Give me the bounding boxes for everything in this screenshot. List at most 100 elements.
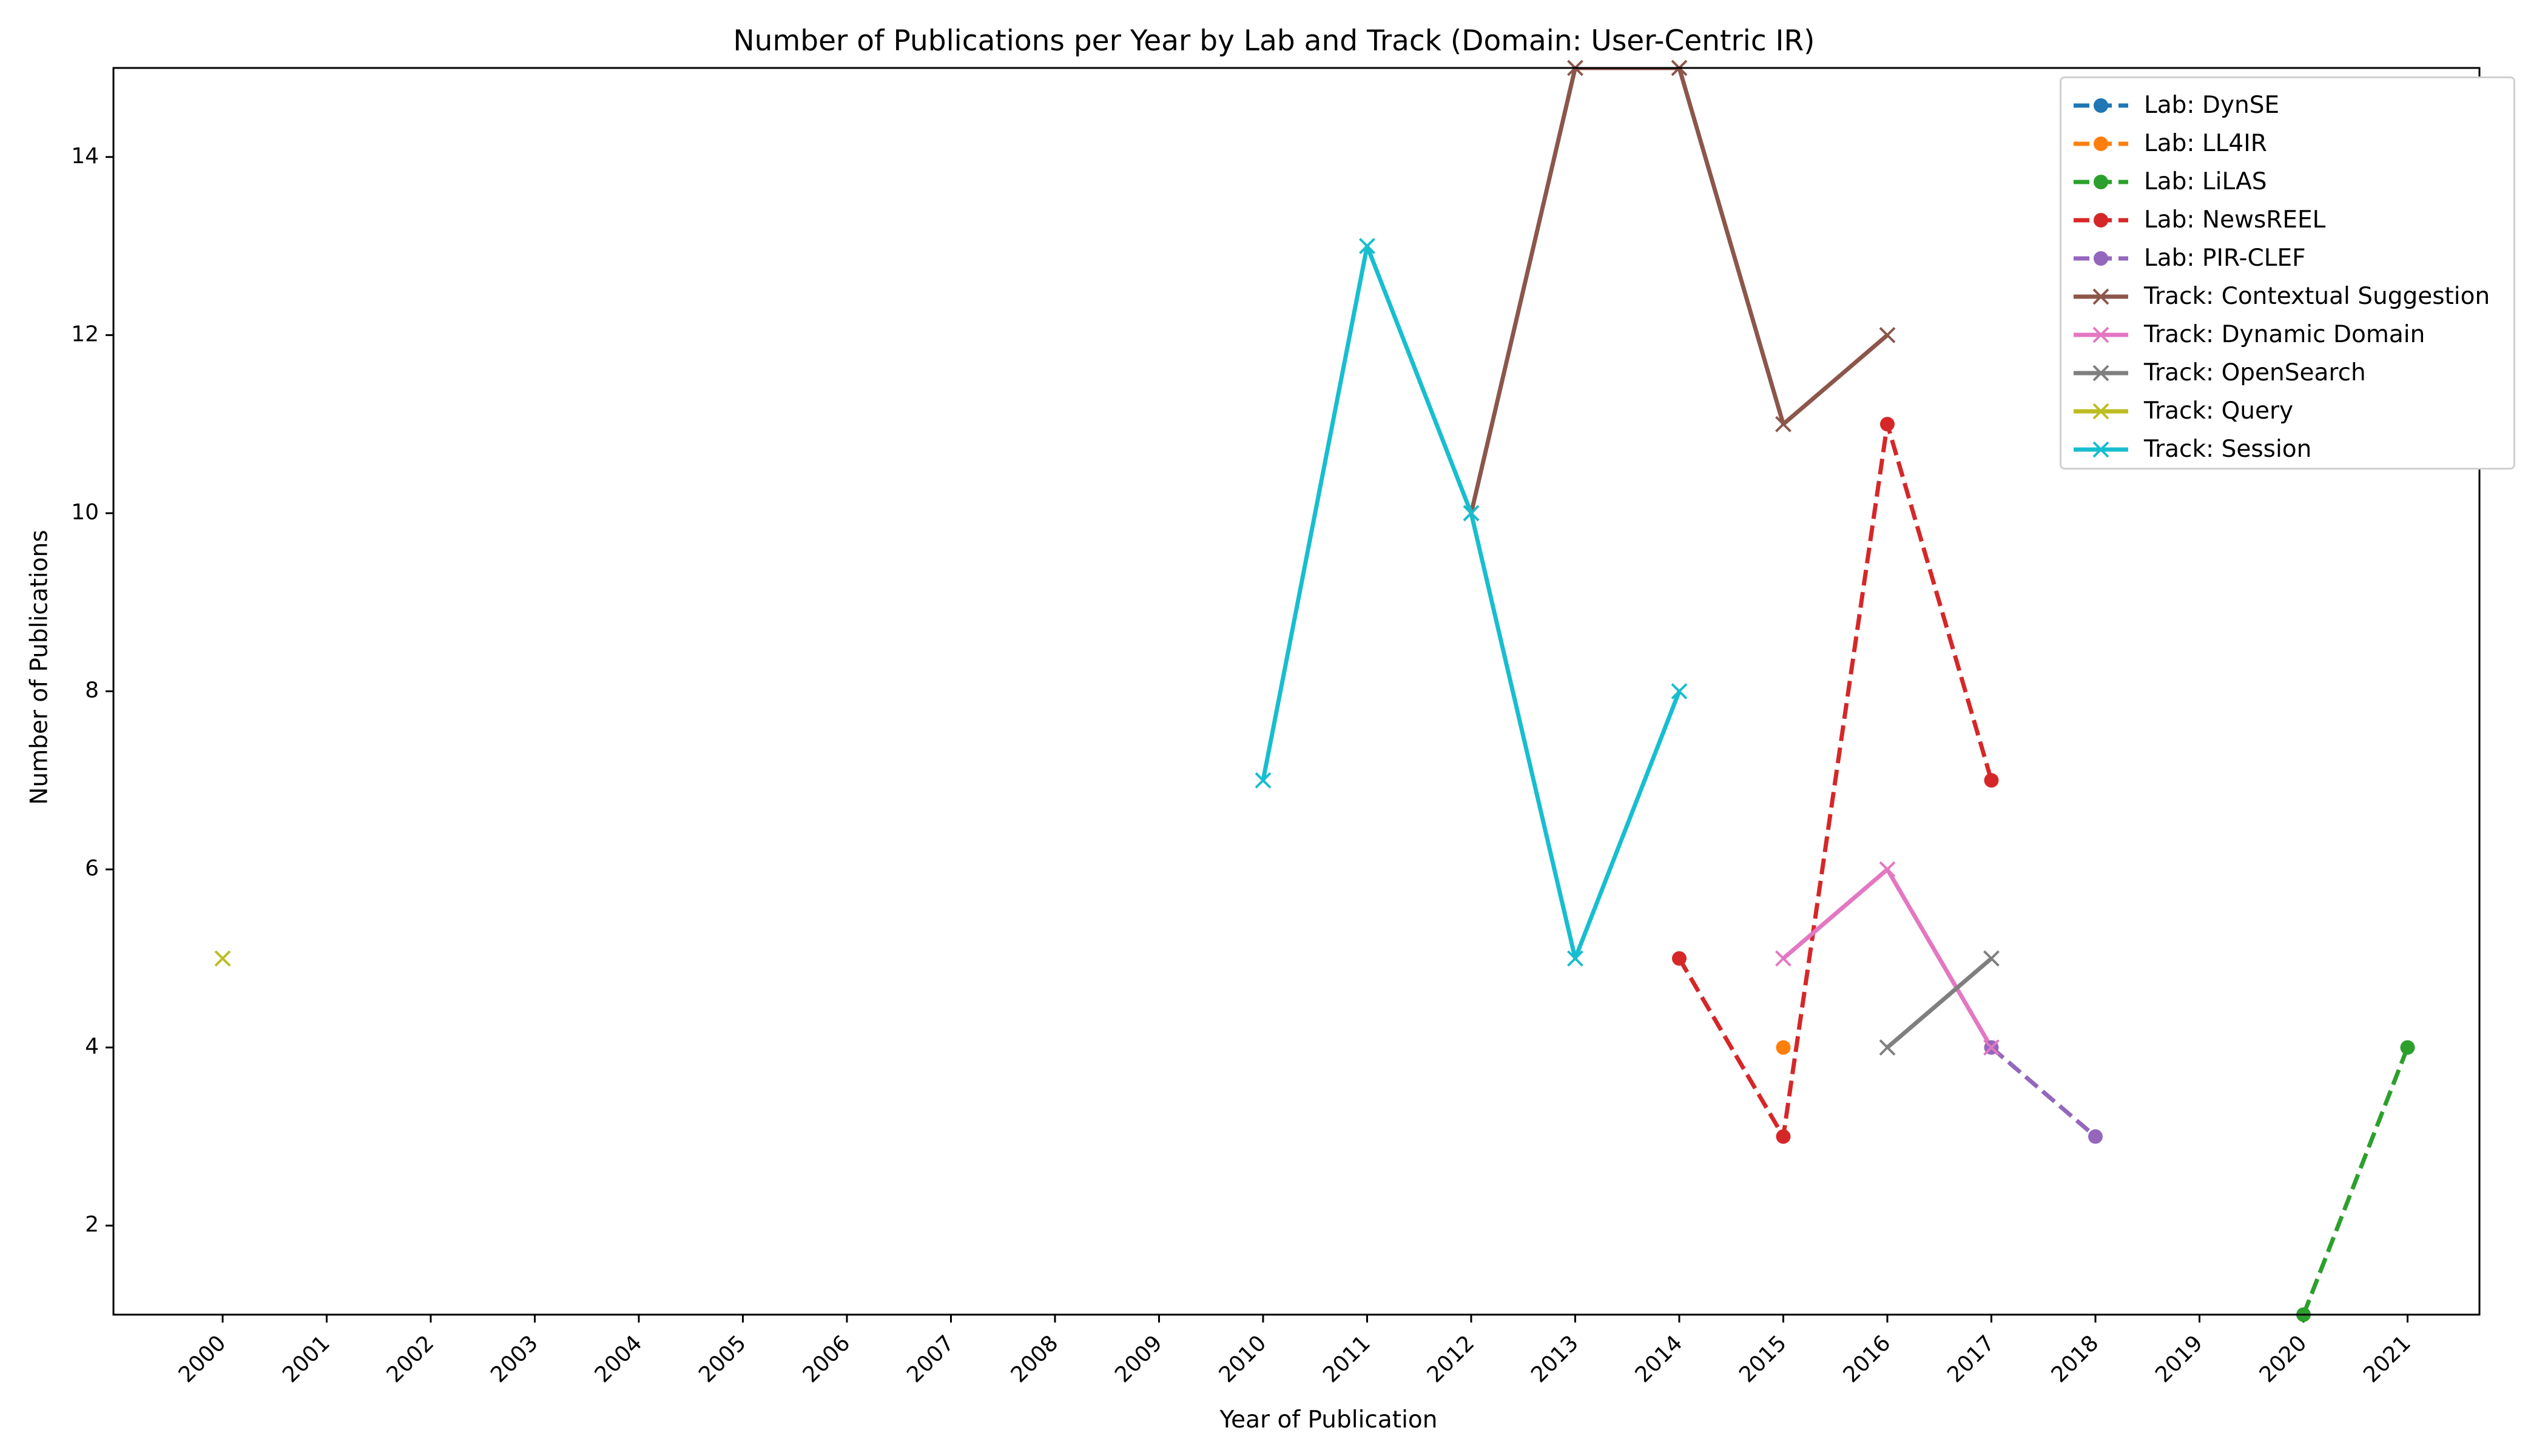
legend-label: Track: Query (2144, 397, 2294, 425)
legend-swatch (2074, 212, 2128, 228)
legend-marker (2092, 365, 2109, 381)
series-line-track-dynamic-domain (1782, 867, 1994, 1049)
legend-swatch (2074, 174, 2128, 189)
legend-swatch (2074, 98, 2128, 113)
data-point-track-session (1463, 505, 1480, 522)
legend-label: Track: Session (2144, 436, 2312, 463)
x-tick-label: 2019 (2151, 1330, 2208, 1387)
legend-marker (2092, 288, 2109, 305)
data-point-track-query (214, 950, 231, 967)
plot-frame (112, 67, 2481, 1316)
data-point-track-contextual-suggestion (1879, 326, 1896, 343)
x-tick-label: 2016 (1839, 1330, 1896, 1387)
legend-marker (2094, 174, 2108, 189)
legend-item-track-contextual-suggestion: Track: Contextual Suggestion (2061, 277, 2513, 315)
x-tick-label: 2018 (2047, 1330, 2104, 1387)
series-line-track-opensearch (1886, 957, 1993, 1050)
legend-swatch (2074, 326, 2128, 343)
legend-swatch (2074, 441, 2128, 457)
legend: Lab: DynSE Lab: LL4IR Lab: LiLAS Lab: NewsR… (2060, 76, 2515, 470)
y-tick-label: 4 (85, 1034, 99, 1059)
legend-label: Track: Contextual Suggestion (2144, 283, 2490, 310)
data-point-track-contextual-suggestion (1775, 416, 1791, 433)
x-tick-label: 2000 (174, 1330, 231, 1387)
legend-label: Track: OpenSearch (2144, 359, 2366, 386)
x-tick-label: 2007 (902, 1330, 959, 1387)
data-point-lab-newsreel (1672, 951, 1687, 966)
legend-item-track-opensearch: Track: OpenSearch (2061, 354, 2513, 392)
data-point-track-opensearch (1879, 1039, 1896, 1056)
legend-item-lab-newsreel: Lab: NewsREEL (2061, 201, 2513, 239)
y-tick-label: 10 (71, 500, 99, 525)
data-point-lab-ll4ir (1776, 1040, 1791, 1055)
y-tick-label: 14 (71, 144, 99, 169)
legend-marker (2092, 403, 2109, 419)
x-axis-label: Year of Publication (1219, 1406, 1438, 1434)
data-point-track-session (1359, 238, 1375, 254)
legend-label: Lab: PIR-CLEF (2144, 244, 2306, 272)
legend-swatch (2074, 403, 2128, 419)
y-tick-label: 6 (85, 856, 99, 881)
legend-marker (2094, 212, 2108, 228)
data-point-lab-newsreel (1776, 1129, 1791, 1144)
data-point-track-dynamic-domain (1775, 950, 1791, 967)
legend-marker (2092, 441, 2109, 457)
data-point-track-dynamic-domain (1983, 1039, 2000, 1056)
data-point-track-opensearch (1983, 950, 2000, 967)
legend-swatch (2074, 288, 2128, 305)
legend-item-lab-ll4ir: Lab: LL4IR (2061, 124, 2513, 163)
x-tick-label: 2017 (1943, 1330, 2000, 1387)
x-tick-label: 2005 (694, 1330, 751, 1387)
x-tick-label: 2013 (1526, 1330, 1583, 1387)
x-tick-label: 2009 (1110, 1330, 1167, 1387)
x-tick-label: 2008 (1006, 1330, 1063, 1387)
data-point-lab-lilas (2400, 1040, 2415, 1055)
series-line-lab-pir-clef (1990, 1045, 2097, 1139)
legend-item-track-session: Track: Session (2061, 430, 2513, 468)
data-point-lab-pir-clef (2088, 1129, 2103, 1144)
legend-marker (2094, 251, 2108, 266)
x-tick-label: 2010 (1215, 1330, 1272, 1387)
x-tick-label: 2014 (1631, 1330, 1688, 1387)
x-tick-label: 2021 (2359, 1330, 2416, 1387)
series-line-track-session (1261, 244, 1682, 961)
x-tick-label: 2006 (798, 1330, 855, 1387)
x-tick-label: 2003 (486, 1330, 543, 1387)
legend-item-lab-pir-clef: Lab: PIR-CLEF (2061, 239, 2513, 277)
data-point-track-dynamic-domain (1879, 861, 1896, 878)
legend-marker (2092, 326, 2109, 343)
x-tick-label: 2015 (1734, 1330, 1791, 1387)
series-line-lab-lilas (2301, 1046, 2410, 1315)
series-group (1261, 68, 2410, 1315)
x-tick-label: 2011 (1318, 1330, 1375, 1387)
legend-label: Track: Dynamic Domain (2144, 321, 2425, 348)
legend-swatch (2074, 251, 2128, 266)
legend-item-track-dynamic-domain: Track: Dynamic Domain (2061, 315, 2513, 354)
x-tick-label: 2012 (1423, 1330, 1480, 1387)
y-tick-label: 12 (71, 322, 99, 346)
legend-swatch (2074, 136, 2128, 151)
legend-label: Lab: NewsREEL (2144, 206, 2326, 234)
legend-label: Lab: LL4IR (2144, 130, 2267, 157)
legend-swatch (2074, 365, 2128, 381)
x-tick-label: 2002 (382, 1330, 439, 1387)
x-tick-label: 2020 (2255, 1330, 2312, 1387)
data-point-track-session (1255, 772, 1272, 789)
legend-label: Lab: LiLAS (2144, 168, 2267, 195)
y-tick-label: 2 (85, 1212, 99, 1237)
legend-marker (2094, 136, 2108, 151)
y-tick-label: 8 (85, 678, 99, 703)
legend-marker (2094, 98, 2108, 113)
series-line-lab-newsreel (1677, 422, 1994, 1139)
data-point-lab-newsreel (1984, 773, 1999, 788)
legend-item-lab-lilas: Lab: LiLAS (2061, 163, 2513, 201)
legend-item-track-query: Track: Query (2061, 392, 2513, 430)
series-line-track-contextual-suggestion (1469, 68, 1889, 514)
data-point-track-session (1567, 950, 1583, 967)
x-tick-label: 2001 (278, 1330, 335, 1387)
x-tick-label: 2004 (590, 1330, 647, 1387)
data-point-lab-newsreel (1880, 417, 1895, 432)
legend-item-lab-dynse: Lab: DynSE (2061, 86, 2513, 124)
legend-label: Lab: DynSE (2144, 92, 2280, 119)
